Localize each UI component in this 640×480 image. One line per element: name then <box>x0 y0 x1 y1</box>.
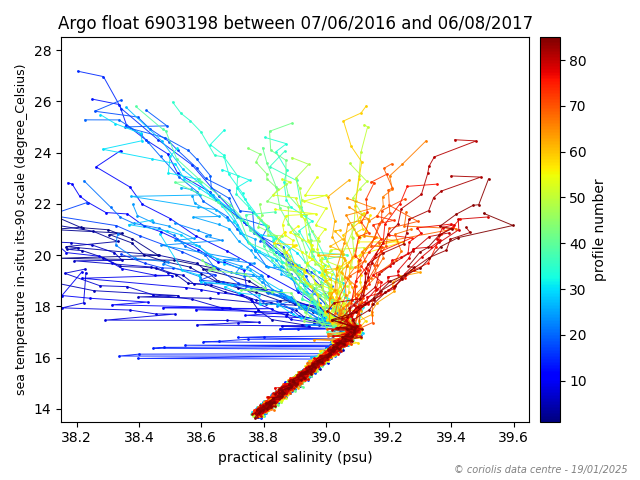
Title: Argo float 6903198 between 07/06/2016 and 06/08/2017: Argo float 6903198 between 07/06/2016 an… <box>58 15 532 33</box>
Text: © coriolis data centre - 19/01/2025: © coriolis data centre - 19/01/2025 <box>454 465 627 475</box>
X-axis label: practical salinity (psu): practical salinity (psu) <box>218 451 372 465</box>
Y-axis label: sea temperature in-situ its-90 scale (degree_Celsius): sea temperature in-situ its-90 scale (de… <box>15 64 28 395</box>
Y-axis label: profile number: profile number <box>593 178 607 281</box>
